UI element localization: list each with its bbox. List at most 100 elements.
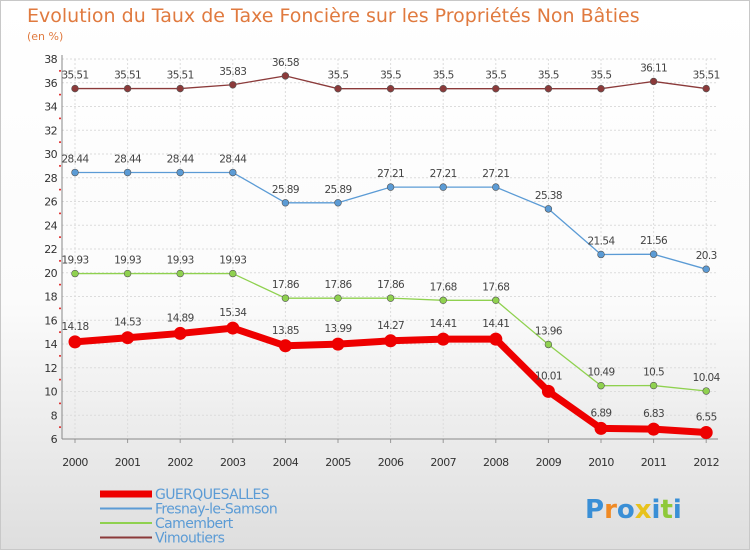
data-point xyxy=(331,337,345,351)
data-label: 13.85 xyxy=(272,325,299,337)
data-label: 14.41 xyxy=(482,318,509,330)
data-point xyxy=(649,250,658,258)
x-tick-label: 2002 xyxy=(167,456,193,469)
plot-area: 6 8 10 12 14 16 18 20 22 24 26 28 30 32 34 36 38 2000 2001… xyxy=(44,53,721,469)
y-tick-label: 34 xyxy=(44,101,57,114)
data-label: 35.51 xyxy=(114,70,141,82)
data-point xyxy=(71,269,79,278)
x-tick-label: 2010 xyxy=(588,456,614,469)
x-tick-label: 2000 xyxy=(62,456,88,469)
data-point xyxy=(702,387,710,395)
y-tick-label: 22 xyxy=(44,243,57,256)
data-label: 10.04 xyxy=(693,372,721,384)
data-label: 6.83 xyxy=(643,408,664,420)
data-point xyxy=(123,269,132,278)
logo-letter: P xyxy=(585,495,604,525)
data-label: 17.68 xyxy=(482,281,509,293)
logo-letter: r xyxy=(604,495,617,525)
data-point xyxy=(226,321,240,335)
y-tick-label: 26 xyxy=(44,196,57,209)
data-label: 35.5 xyxy=(591,70,612,82)
data-label: 36.58 xyxy=(272,57,299,69)
data-point xyxy=(123,84,132,93)
data-point xyxy=(386,84,395,93)
y-minor-tick xyxy=(59,283,61,286)
data-point xyxy=(123,168,132,177)
data-label: 14.27 xyxy=(377,320,404,332)
data-point xyxy=(334,199,342,207)
data-label: 10.5 xyxy=(643,367,664,379)
data-label: 17.86 xyxy=(324,279,352,291)
x-tick-label: 2009 xyxy=(536,456,562,469)
y-tick-label: 18 xyxy=(44,291,57,304)
data-label: 14.89 xyxy=(167,312,194,324)
data-point xyxy=(702,84,710,93)
x-tick-label: 2001 xyxy=(115,456,141,469)
proxiti-logo: Proxiti xyxy=(585,495,682,525)
data-point xyxy=(278,339,292,353)
logo-letter: x xyxy=(635,495,652,525)
y-minor-tick xyxy=(59,259,61,262)
x-tick-label: 2006 xyxy=(378,456,404,469)
data-point xyxy=(176,84,184,93)
data-point xyxy=(386,294,395,302)
data-label: 25.89 xyxy=(324,184,351,196)
data-label: 20.3 xyxy=(696,250,717,262)
data-point xyxy=(121,331,135,345)
data-label: 10.01 xyxy=(535,370,562,382)
chart-subtitle: (en %) xyxy=(27,30,63,43)
data-label: 35.5 xyxy=(433,70,454,82)
data-label: 35.5 xyxy=(485,70,506,82)
data-label: 19.93 xyxy=(61,255,88,267)
data-label: 28.44 xyxy=(219,154,247,166)
x-tick-label: 2008 xyxy=(483,456,509,469)
data-label: 15.34 xyxy=(219,307,247,319)
data-point xyxy=(229,168,237,177)
data-label: 27.21 xyxy=(430,168,457,180)
data-point xyxy=(281,199,290,207)
data-point xyxy=(173,326,187,340)
data-label: 35.5 xyxy=(380,70,401,82)
x-tick-label: 2012 xyxy=(693,456,719,469)
logo-letter: t xyxy=(660,495,672,525)
x-tick-label: 2007 xyxy=(430,456,456,469)
data-point xyxy=(176,168,184,177)
logo-text: Proxiti xyxy=(585,495,682,525)
logo-letter: o xyxy=(617,495,635,525)
y-tick-label: 6 xyxy=(51,433,58,446)
data-label: 13.99 xyxy=(324,323,351,335)
data-label: 25.38 xyxy=(535,190,562,202)
y-minor-tick xyxy=(59,164,61,167)
data-point xyxy=(597,381,605,390)
data-point xyxy=(492,183,500,191)
logo-letter: i xyxy=(652,495,661,525)
y-minor-tick xyxy=(59,212,61,215)
data-point xyxy=(699,425,713,439)
data-point xyxy=(176,269,184,278)
y-tick-label: 16 xyxy=(44,314,57,327)
data-label: 13.96 xyxy=(535,325,563,337)
y-minor-tick xyxy=(59,93,61,96)
legend-label: Camembert xyxy=(155,516,234,532)
data-label: 35.51 xyxy=(61,70,88,82)
y-minor-tick xyxy=(59,402,61,405)
x-tick-label: 2005 xyxy=(325,456,351,469)
data-label: 35.5 xyxy=(328,70,349,82)
y-minor-tick xyxy=(59,378,61,381)
chart-title: Evolution du Taux de Taxe Foncière sur l… xyxy=(27,5,640,27)
y-minor-tick xyxy=(59,188,61,191)
y-minor-tick xyxy=(59,426,61,429)
data-label: 10.49 xyxy=(587,367,614,379)
data-point xyxy=(439,183,447,191)
data-point xyxy=(702,265,710,273)
data-point xyxy=(439,84,447,93)
legend: GUERQUESALLESFresnay-le-SamsonCamembertV… xyxy=(100,487,278,547)
y-minor-tick xyxy=(59,331,61,334)
data-point xyxy=(439,296,447,304)
data-point xyxy=(71,168,79,177)
data-point xyxy=(492,296,500,304)
y-minor-tick xyxy=(59,117,61,120)
data-point xyxy=(492,84,500,93)
y-tick-label: 14 xyxy=(44,338,57,351)
